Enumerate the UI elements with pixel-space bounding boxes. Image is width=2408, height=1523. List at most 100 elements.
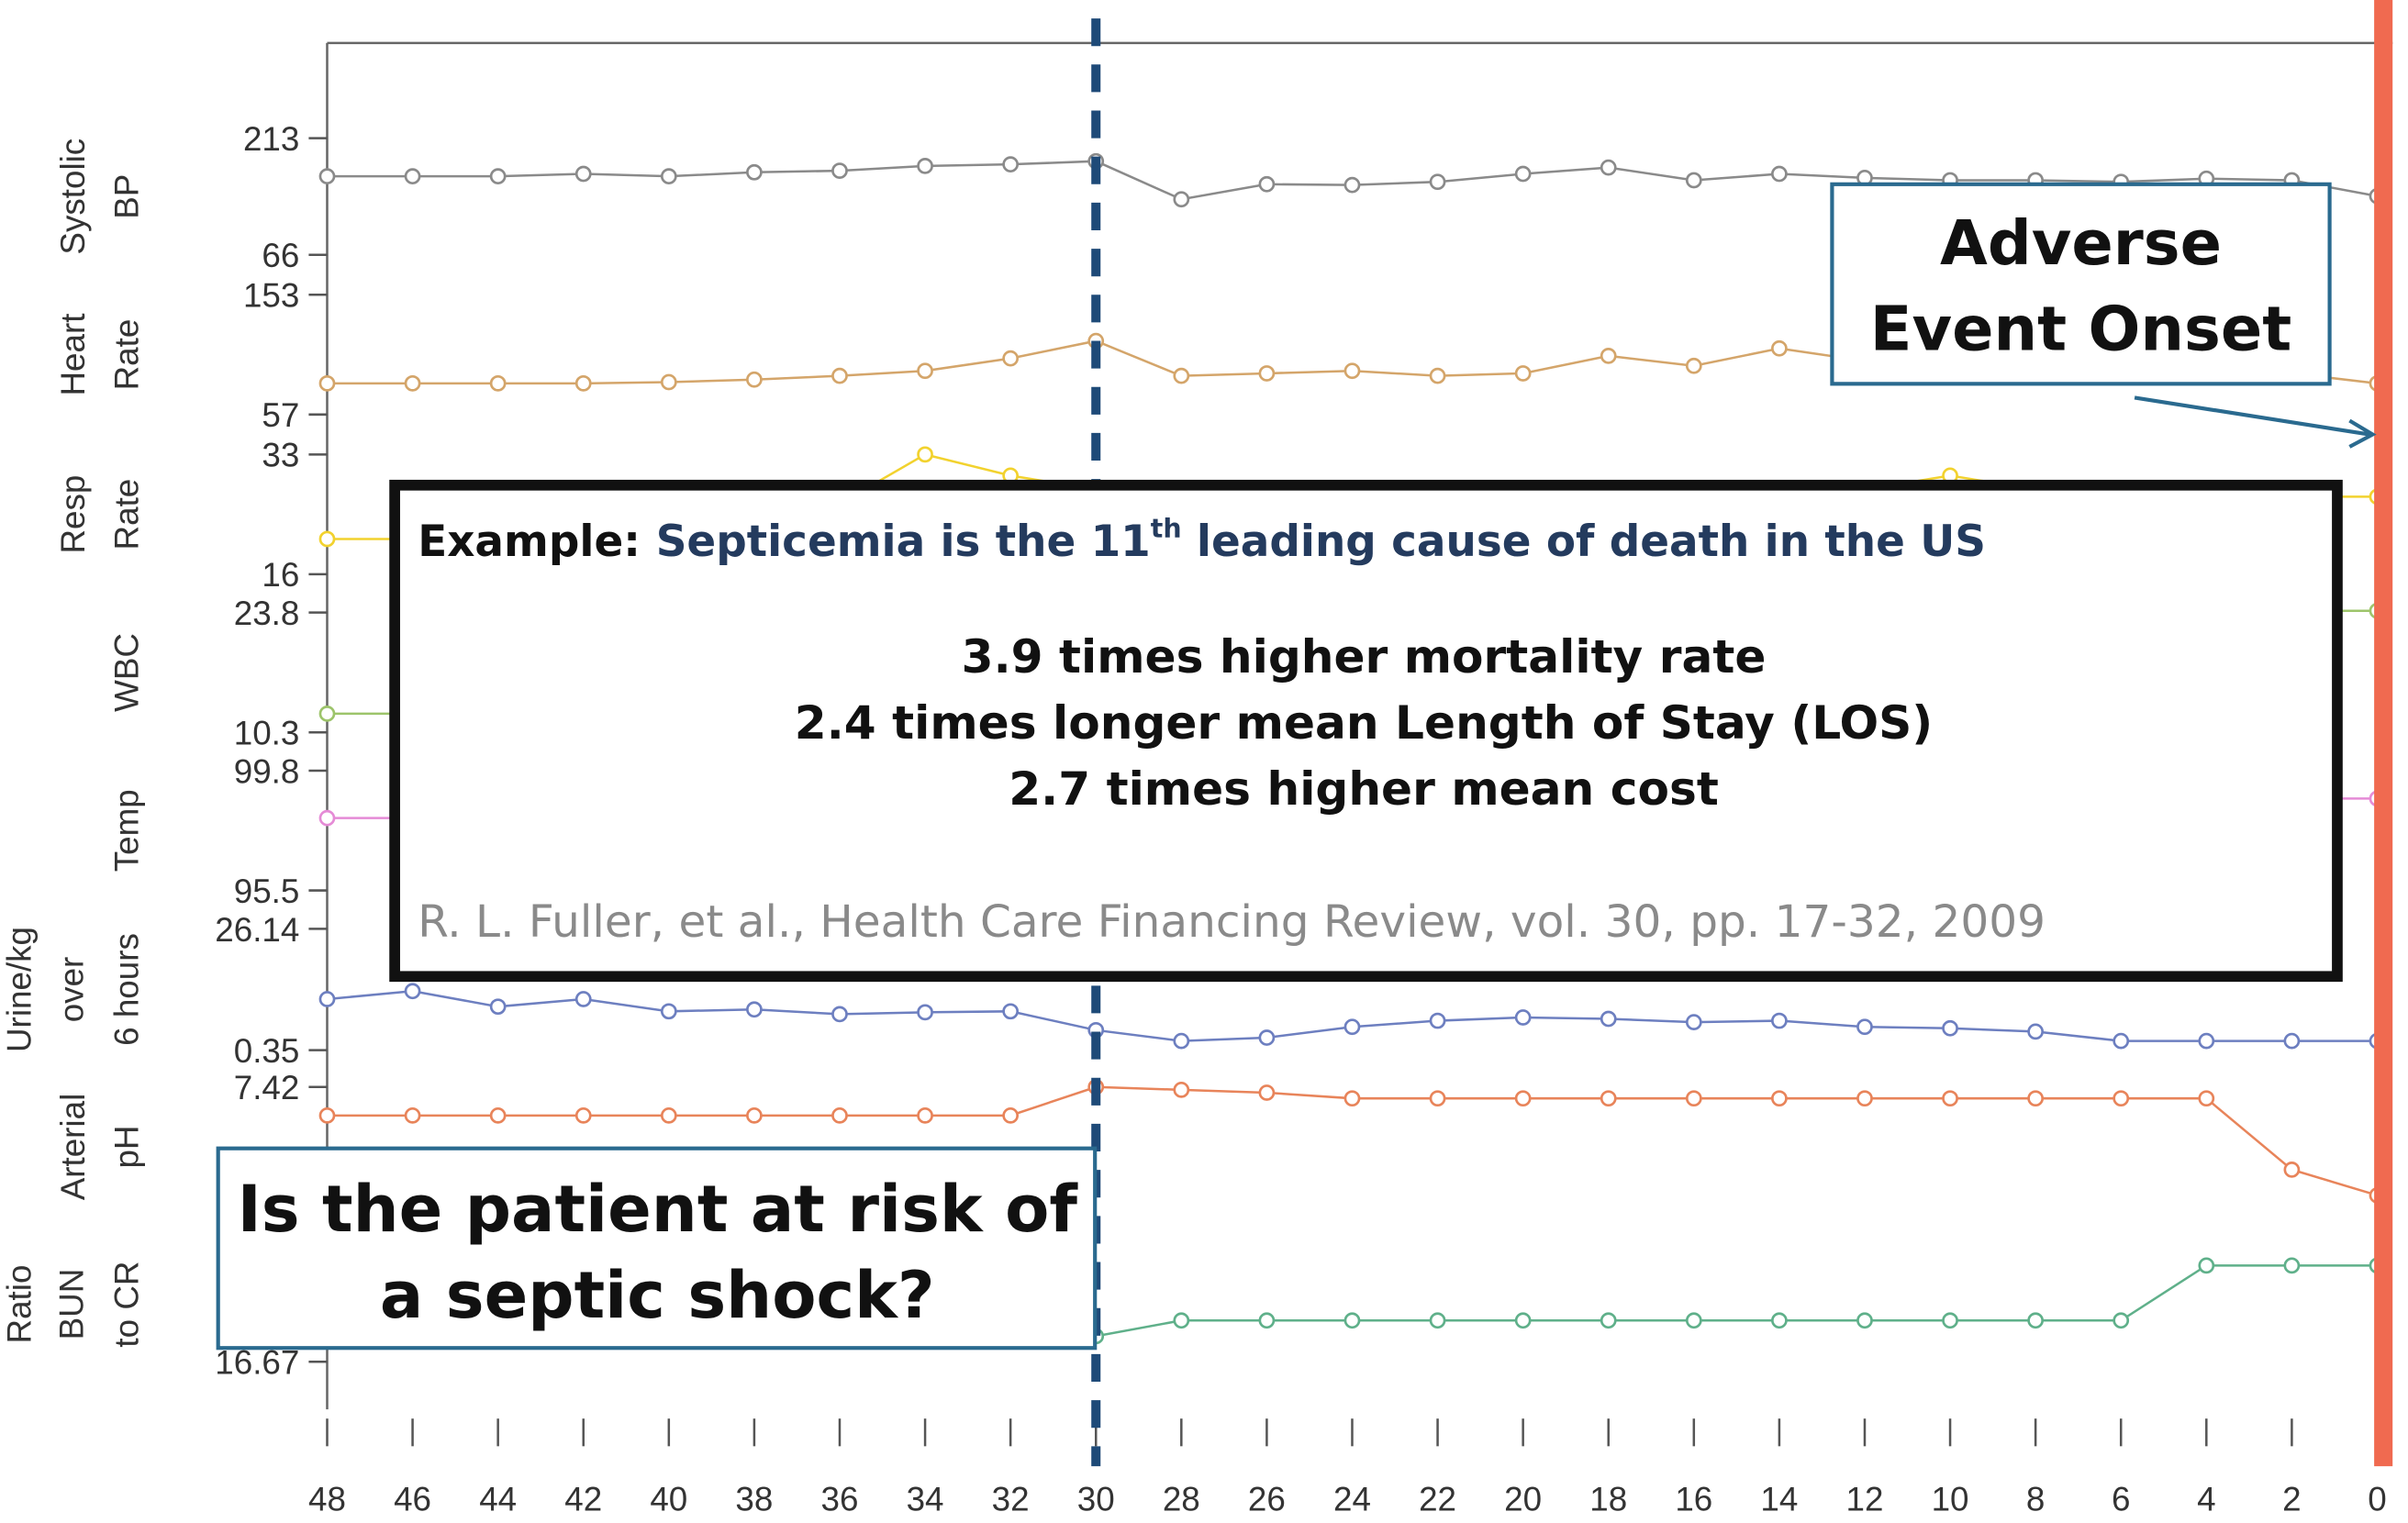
panel-label: Rate: [108, 479, 146, 550]
data-point: [574, 165, 592, 183]
data-point: [1002, 350, 1020, 367]
data-point: [831, 162, 848, 179]
data-point: [1685, 172, 1702, 189]
y-tick-label: 0.35: [234, 1032, 300, 1070]
callout-headline-part: leading cause of death in the US: [1182, 517, 1986, 567]
data-point: [917, 1106, 933, 1124]
x-tick-label: 42: [564, 1481, 602, 1518]
adverse-event-box: [1830, 182, 2332, 386]
data-point: [917, 446, 933, 463]
data-point: [318, 809, 336, 827]
data-point: [1002, 1106, 1020, 1124]
x-tick-label: 8: [2026, 1481, 2045, 1518]
panel-label: Ratio: [1, 1265, 39, 1344]
data-point: [1942, 1019, 1958, 1037]
x-tick-label: 20: [1504, 1481, 1542, 1518]
x-tick-label: 46: [394, 1481, 431, 1518]
y-tick-label: 10.3: [234, 715, 300, 752]
y-tick-label: 23.8: [234, 595, 300, 632]
data-point: [1429, 1012, 1446, 1029]
data-point: [1514, 365, 1532, 382]
panel-label: BP: [108, 174, 146, 219]
y-tick-label: 16: [262, 556, 299, 594]
panel-label: Systolic: [54, 139, 92, 255]
panel-label: to CR: [108, 1262, 146, 1348]
data-point: [318, 991, 336, 1007]
data-point: [1343, 362, 1361, 380]
data-point: [1771, 1012, 1788, 1029]
panel-label: pH: [108, 1125, 146, 1168]
data-point: [1258, 175, 1276, 193]
callout-box: [389, 479, 2343, 983]
callout-fact: 2.4 times longer mean Length of Stay (LO…: [795, 695, 1933, 750]
panel-label: Urine/kg: [1, 927, 39, 1052]
y-tick-label: 95.5: [234, 873, 300, 910]
data-point: [1942, 1312, 1958, 1329]
y-tick-label: 26.14: [215, 911, 299, 949]
data-point: [318, 706, 336, 722]
data-point: [1258, 1312, 1276, 1329]
data-point: [1258, 365, 1276, 382]
callout-headline-part: Septicemia is the 11: [656, 517, 1151, 567]
data-point: [1258, 1084, 1276, 1101]
x-tick-label: 32: [992, 1481, 1030, 1518]
data-point: [1514, 165, 1532, 183]
x-tick-label: 26: [1248, 1481, 1286, 1518]
panel-label: Rate: [108, 319, 146, 391]
x-tick-label: 30: [1077, 1481, 1115, 1518]
data-point: [917, 158, 933, 174]
data-point: [1343, 1312, 1361, 1329]
x-tick-label: 40: [650, 1481, 687, 1518]
y-tick-label: 16.67: [215, 1344, 299, 1382]
panel-label: 6 hours: [108, 933, 146, 1046]
x-tick-label: 28: [1163, 1481, 1200, 1518]
x-tick-label: 4: [2197, 1481, 2215, 1518]
data-point: [917, 1004, 933, 1021]
x-tick-label: 14: [1760, 1481, 1798, 1518]
data-point: [1685, 1090, 1702, 1107]
data-point: [746, 163, 763, 181]
data-point: [1514, 1090, 1532, 1107]
adverse-event-label: Adverse: [1940, 207, 2222, 279]
data-point: [1856, 1018, 1873, 1036]
data-point: [1173, 191, 1190, 208]
y-tick-label: 213: [243, 120, 299, 158]
data-point: [831, 367, 848, 384]
panel-label: Arterial: [54, 1094, 92, 1201]
data-point: [489, 998, 507, 1016]
data-point: [404, 1106, 421, 1124]
panel-label: WBC: [108, 633, 146, 712]
callout-superscript: th: [1151, 514, 1182, 544]
data-point: [2283, 1257, 2301, 1274]
panel-label: BUN: [52, 1269, 90, 1340]
data-point: [404, 983, 421, 1000]
adverse-event-label: Event Onset: [1870, 294, 2291, 365]
data-point: [574, 1106, 592, 1124]
x-tick-label: 6: [2112, 1481, 2130, 1518]
data-point: [1173, 1081, 1190, 1098]
x-tick-label: 12: [1846, 1481, 1884, 1518]
data-point: [318, 530, 336, 548]
data-point: [746, 1106, 763, 1124]
y-tick-label: 153: [243, 277, 299, 315]
y-tick-label: 57: [262, 396, 299, 434]
data-point: [1002, 1003, 1020, 1020]
data-point: [1771, 1090, 1788, 1107]
question-box: [216, 1146, 1098, 1351]
x-tick-label: 22: [1419, 1481, 1456, 1518]
data-point: [1685, 357, 1702, 374]
x-tick-label: 0: [2368, 1481, 2386, 1518]
data-point: [831, 1006, 848, 1023]
data-point: [1343, 1090, 1361, 1107]
arrow: [2134, 395, 2370, 437]
panel-label: Temp: [108, 789, 146, 872]
x-tick-label: 36: [821, 1481, 859, 1518]
x-tick-label: 2: [2282, 1481, 2301, 1518]
callout-headline: Example: Septicemia is the 11th leading c…: [418, 514, 1986, 567]
data-point: [2027, 1090, 2045, 1107]
data-point: [1514, 1009, 1532, 1026]
data-point: [574, 991, 592, 1007]
panel-label: Resp: [54, 475, 92, 554]
question-text: a septic shock?: [380, 1258, 935, 1333]
